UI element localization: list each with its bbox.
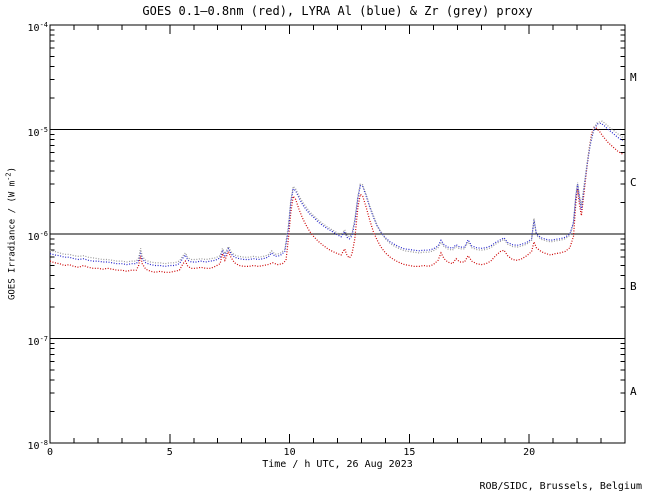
y-axis-title-suffix: ) [7, 166, 18, 173]
y-tick-label: 10-7 [27, 334, 48, 348]
x-tick-label: 15 [403, 447, 416, 458]
flare-class-boundary-lines [50, 129, 625, 339]
x-tick-label: 0 [46, 447, 54, 458]
series-red [49, 126, 623, 273]
y-tick-label: 10-6 [27, 230, 48, 243]
x-axis-title: Time / h UTC, 26 Aug 2023 [262, 459, 413, 470]
y-tick-label: 10-4 [27, 21, 48, 34]
y-axis-title: GOES Irradiance / (W m-2) [5, 159, 18, 309]
y-axis-title-text: GOES Irradiance / (W m [7, 180, 18, 301]
x-tick-label: 5 [166, 447, 173, 458]
series-blue [49, 122, 623, 268]
credit-text: ROB/SIDC, Brussels, Belgium [479, 481, 642, 492]
y-tick-label: 10-5 [27, 125, 48, 139]
series-grey [49, 120, 623, 265]
y-axis-title-exponent: -2 [4, 172, 13, 181]
chart-title: GOES 0.1–0.8nm (red), LYRA Al (blue) & Z… [142, 4, 533, 18]
x-tick-label: 20 [523, 447, 536, 458]
x-tick-label: 10 [283, 447, 296, 458]
flare-class-label-m: M [630, 71, 637, 85]
plot-frame [49, 24, 626, 444]
flare-class-label-a: A [630, 384, 637, 398]
flare-class-label-c: C [630, 175, 637, 189]
y-tick-label: 10-8 [27, 439, 48, 452]
flare-class-label-b: B [630, 280, 637, 294]
